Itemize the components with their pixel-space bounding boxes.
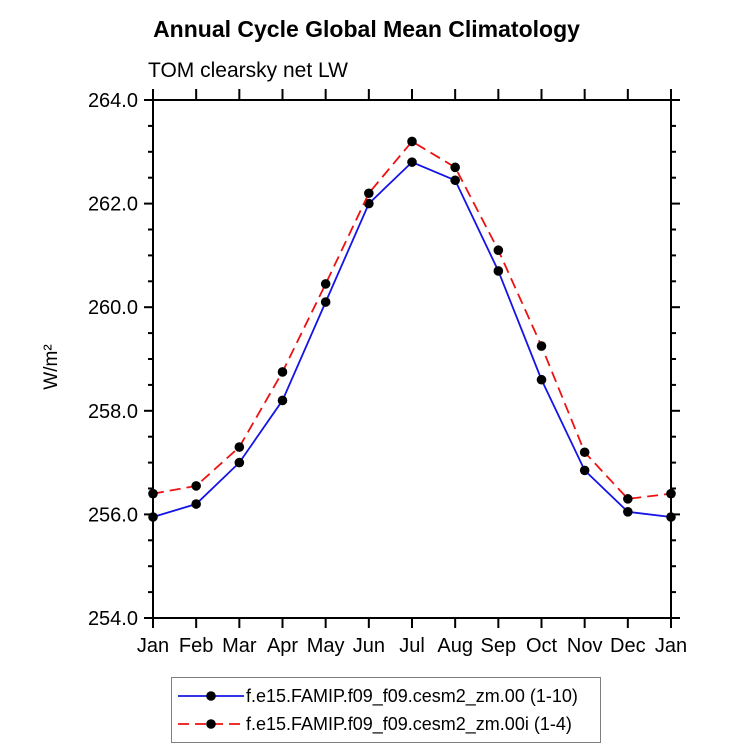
series-markers-0 — [148, 157, 676, 522]
axis-ticks — [144, 89, 680, 628]
svg-text:Oct: Oct — [526, 635, 558, 657]
legend-line-dashed-icon — [178, 719, 244, 729]
plot-frame — [152, 99, 672, 619]
svg-text:262.0: 262.0 — [88, 194, 138, 216]
x-axis-tick-labels: Jan Feb Mar Apr May Jun Jul Aug Sep Oct Nov Dec Jan — [137, 635, 687, 657]
svg-text:256.0: 256.0 — [88, 504, 138, 526]
svg-text:Jan: Jan — [655, 635, 687, 657]
svg-text:Sep: Sep — [481, 635, 517, 657]
svg-text:Aug: Aug — [437, 635, 473, 657]
svg-text:Mar: Mar — [222, 635, 257, 657]
series-line-1 — [152, 140, 672, 500]
y-axis-tick-labels: 264.0 262.0 260.0 258.0 256.0 254.0 — [88, 90, 138, 630]
svg-text:May: May — [307, 635, 345, 657]
svg-text:Jan: Jan — [137, 635, 169, 657]
svg-text:Jul: Jul — [399, 635, 425, 657]
series-line-0 — [152, 161, 672, 518]
legend-label: f.e15.FAMIP.f09_f09.cesm2_zm.00 (1-10) — [246, 685, 578, 706]
series-markers-1 — [148, 136, 676, 504]
legend: f.e15.FAMIP.f09_f09.cesm2_zm.00 (1-10) f… — [171, 677, 601, 743]
svg-text:264.0: 264.0 — [88, 90, 138, 112]
svg-text:Jun: Jun — [353, 635, 385, 657]
chart-subtitle: TOM clearsky net LW — [148, 59, 348, 82]
svg-text:Nov: Nov — [567, 635, 603, 657]
legend-line-solid-icon — [178, 691, 244, 701]
svg-text:254.0: 254.0 — [88, 608, 138, 630]
svg-text:258.0: 258.0 — [88, 401, 138, 423]
legend-item: f.e15.FAMIP.f09_f09.cesm2_zm.00i (1-4) — [176, 713, 600, 734]
legend-label: f.e15.FAMIP.f09_f09.cesm2_zm.00i (1-4) — [246, 713, 572, 734]
svg-text:Dec: Dec — [610, 635, 646, 657]
svg-text:260.0: 260.0 — [88, 297, 138, 319]
chart-title: Annual Cycle Global Mean Climatology — [153, 16, 580, 42]
svg-text:Feb: Feb — [179, 635, 213, 657]
legend-item: f.e15.FAMIP.f09_f09.cesm2_zm.00 (1-10) — [176, 685, 600, 706]
svg-text:Apr: Apr — [267, 635, 298, 657]
